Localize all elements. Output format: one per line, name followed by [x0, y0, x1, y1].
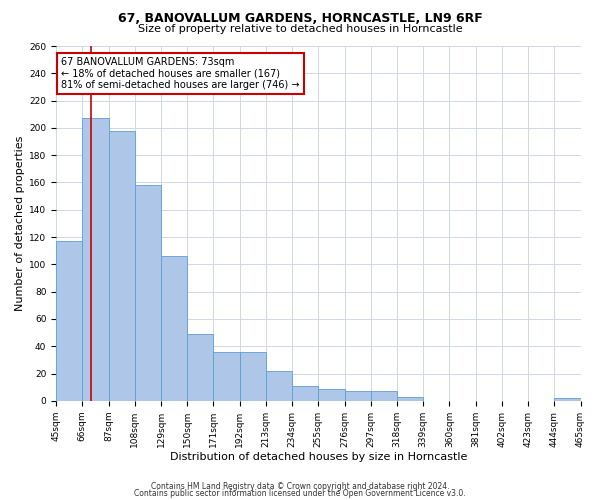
Bar — [292, 386, 319, 401]
Bar — [187, 334, 214, 401]
Bar — [109, 130, 135, 401]
Text: Contains public sector information licensed under the Open Government Licence v3: Contains public sector information licen… — [134, 489, 466, 498]
Bar — [214, 352, 239, 401]
Bar — [56, 241, 82, 401]
Bar — [344, 392, 371, 401]
Bar — [82, 118, 109, 401]
Bar — [266, 371, 292, 401]
X-axis label: Distribution of detached houses by size in Horncastle: Distribution of detached houses by size … — [170, 452, 467, 462]
Text: 67 BANOVALLUM GARDENS: 73sqm
← 18% of detached houses are smaller (167)
81% of s: 67 BANOVALLUM GARDENS: 73sqm ← 18% of de… — [61, 56, 300, 90]
Text: Size of property relative to detached houses in Horncastle: Size of property relative to detached ho… — [137, 24, 463, 34]
Bar — [371, 392, 397, 401]
Text: 67, BANOVALLUM GARDENS, HORNCASTLE, LN9 6RF: 67, BANOVALLUM GARDENS, HORNCASTLE, LN9 … — [118, 12, 482, 26]
Bar — [319, 388, 344, 401]
Y-axis label: Number of detached properties: Number of detached properties — [15, 136, 25, 311]
Bar — [135, 185, 161, 401]
Bar — [397, 397, 423, 401]
Text: Contains HM Land Registry data © Crown copyright and database right 2024.: Contains HM Land Registry data © Crown c… — [151, 482, 449, 491]
Bar — [239, 352, 266, 401]
Bar — [554, 398, 581, 401]
Bar — [161, 256, 187, 401]
